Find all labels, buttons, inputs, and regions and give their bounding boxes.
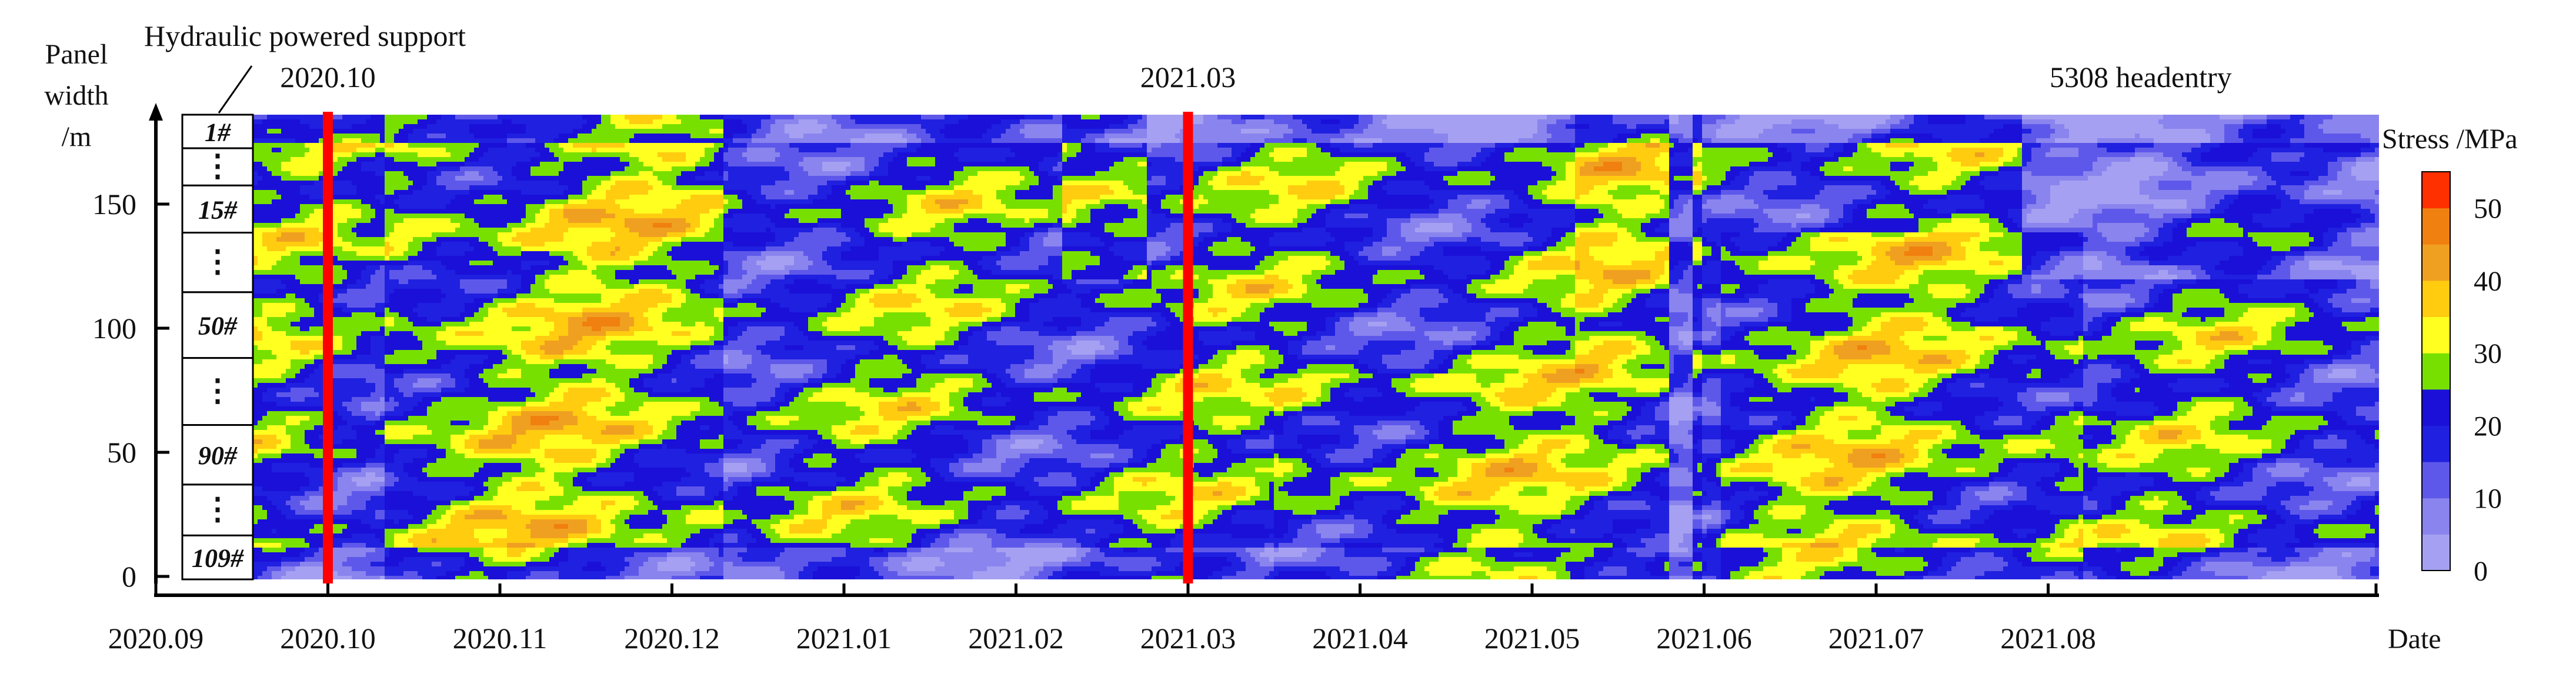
support-label-item: ⋮ [202, 375, 233, 408]
colorbar-band [2422, 498, 2450, 535]
support-label-item: 1# [205, 118, 231, 147]
marker-label: 2020.10 [280, 61, 376, 94]
y-ticks: 0 50 100 150 [92, 188, 169, 593]
colorbar-tick-label: 30 [2474, 338, 2502, 369]
support-label-item: 50# [198, 312, 238, 341]
colorbar-tick-label: 20 [2474, 411, 2502, 442]
x-tick-label: 2021.04 [1312, 622, 1408, 655]
colorbar: 0 10 20 30 40 50 [2422, 172, 2502, 587]
colorbar-band [2422, 462, 2450, 498]
support-column: 1# ⋮ 15# ⋮ 50# ⋮ 90# ⋮ 109# [182, 115, 253, 579]
support-label-item: 15# [198, 195, 238, 224]
colorbar-tick-label: 50 [2474, 194, 2502, 225]
y-label-line-2: width [44, 80, 108, 111]
colorbar-band [2422, 208, 2450, 245]
colorbar-band [2422, 353, 2450, 389]
colorbar-tick-label: 10 [2474, 483, 2502, 515]
colorbar-band [2422, 534, 2450, 571]
colorbar-band [2422, 425, 2450, 462]
x-tick-label: 2020.10 [280, 622, 376, 655]
colorbar-band [2422, 244, 2450, 281]
x-tick-label: 2020.09 [108, 622, 204, 655]
colorbar-band [2422, 317, 2450, 353]
stress-field [253, 115, 2380, 581]
colorbar-band [2422, 281, 2450, 317]
x-tick-label: 2021.08 [2000, 622, 2096, 655]
support-leader-line [219, 66, 252, 113]
support-label: Hydraulic powered support [144, 19, 466, 52]
headentry-annotation: 5308 headentry [2050, 61, 2232, 94]
y-tick-label: 100 [92, 312, 136, 345]
y-label-line-3: /m [62, 121, 92, 152]
x-axis-label: Date [2388, 623, 2441, 655]
y-tick-label: 150 [92, 188, 136, 221]
colorbar-band [2422, 389, 2450, 426]
x-tick-label: 2020.11 [453, 622, 548, 655]
x-tick-label: 2021.05 [1484, 622, 1580, 655]
x-tick-label: 2020.12 [624, 622, 720, 655]
support-label-item: ⋮ [202, 493, 233, 526]
x-tick-label: 2021.01 [796, 622, 892, 655]
colorbar-tick-label: 0 [2474, 556, 2488, 587]
support-label-item: 109# [192, 544, 244, 573]
support-label-item: ⋮ [202, 245, 233, 279]
y-tick-label: 0 [122, 560, 136, 593]
y-label-line-1: Panel [45, 39, 108, 70]
x-tick-label: 2021.03 [1140, 622, 1236, 655]
support-label-item: 90# [198, 441, 238, 470]
colorbar-band [2422, 172, 2450, 208]
marker-label: 2021.03 [1140, 61, 1236, 94]
support-label-item: ⋮ [202, 150, 233, 184]
x-tick-label: 2021.02 [968, 622, 1064, 655]
y-axis-label: Panel width /m [44, 39, 108, 152]
x-tick-label: 2021.07 [1828, 622, 1924, 655]
colorbar-title: Stress /MPa [2382, 124, 2518, 155]
colorbar-tick-label: 40 [2474, 266, 2502, 297]
y-tick-label: 50 [107, 436, 136, 469]
x-tick-label: 2021.06 [1656, 622, 1752, 655]
y-axis-arrow [149, 103, 163, 121]
